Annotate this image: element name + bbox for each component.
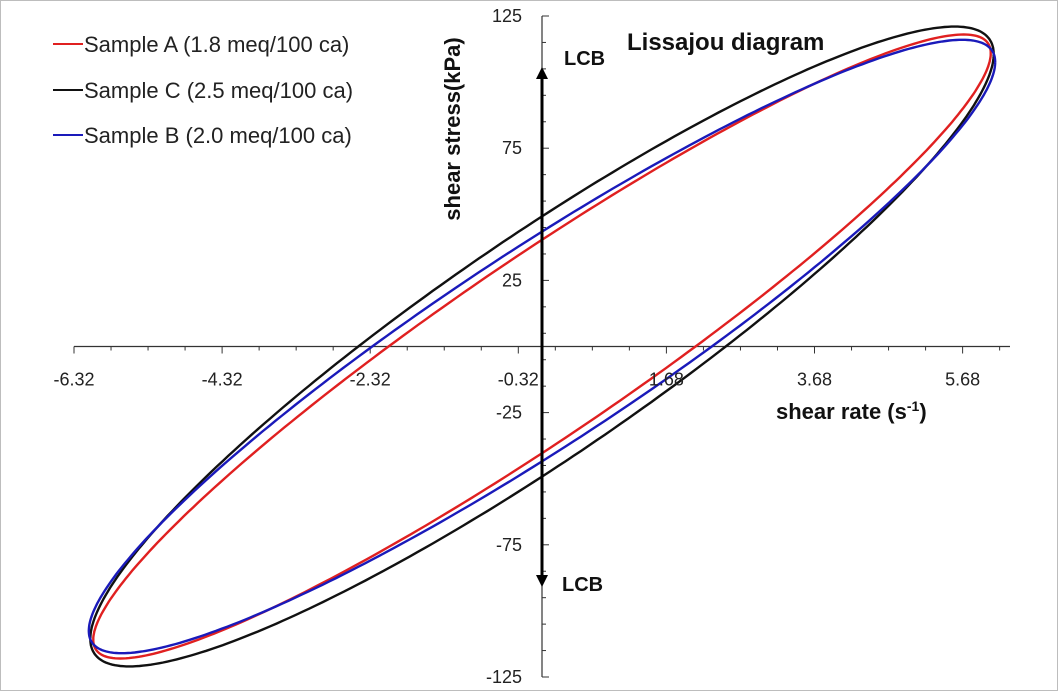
lcb-arrow-head-up: [536, 67, 548, 79]
legend: Sample A (1.8 meq/100 ca) Sample C (2.5 …: [53, 32, 353, 148]
legend-label-sample-b: Sample B (2.0 meq/100 ca): [84, 123, 352, 148]
chart-title: Lissajou diagram: [627, 29, 824, 56]
x-tick-label: 3.68: [797, 370, 832, 390]
legend-label-sample-c: Sample C (2.5 meq/100 ca): [84, 78, 353, 103]
curves: [87, 25, 997, 668]
y-tick-label: -75: [496, 535, 522, 555]
x-tick-label: -4.32: [202, 370, 243, 390]
y-tick-label: -25: [496, 403, 522, 423]
y-tick-label: 25: [502, 270, 522, 290]
x-tick-label: 5.68: [945, 370, 980, 390]
lcb-annotation-bottom: LCB: [562, 574, 603, 596]
x-tick-label: 1.68: [649, 370, 684, 390]
lcb-arrow-head-down: [536, 575, 548, 587]
tick-labels: -6.32 -4.32 -2.32 -0.32 1.68 3.68 5.68 125 75 25 -…: [53, 6, 980, 687]
y-tick-label: -125: [486, 667, 522, 687]
x-tick-label: -0.32: [498, 370, 539, 390]
x-tick-label: -2.32: [350, 370, 391, 390]
x-axis-label: shear rate (s-1): [776, 398, 927, 424]
x-axis-label-superscript: -1: [907, 398, 920, 414]
series-curve-sample-b: [87, 38, 997, 655]
y-tick-label: 125: [492, 6, 522, 26]
y-tick-label: 75: [502, 138, 522, 158]
legend-label-sample-a: Sample A (1.8 meq/100 ca): [84, 32, 349, 57]
series-curve-sample-a: [92, 33, 992, 660]
y-axis-label: shear stress(kPa): [440, 37, 465, 220]
x-tick-label: -6.32: [53, 370, 94, 390]
lcb-annotation-top: LCB: [564, 48, 605, 70]
